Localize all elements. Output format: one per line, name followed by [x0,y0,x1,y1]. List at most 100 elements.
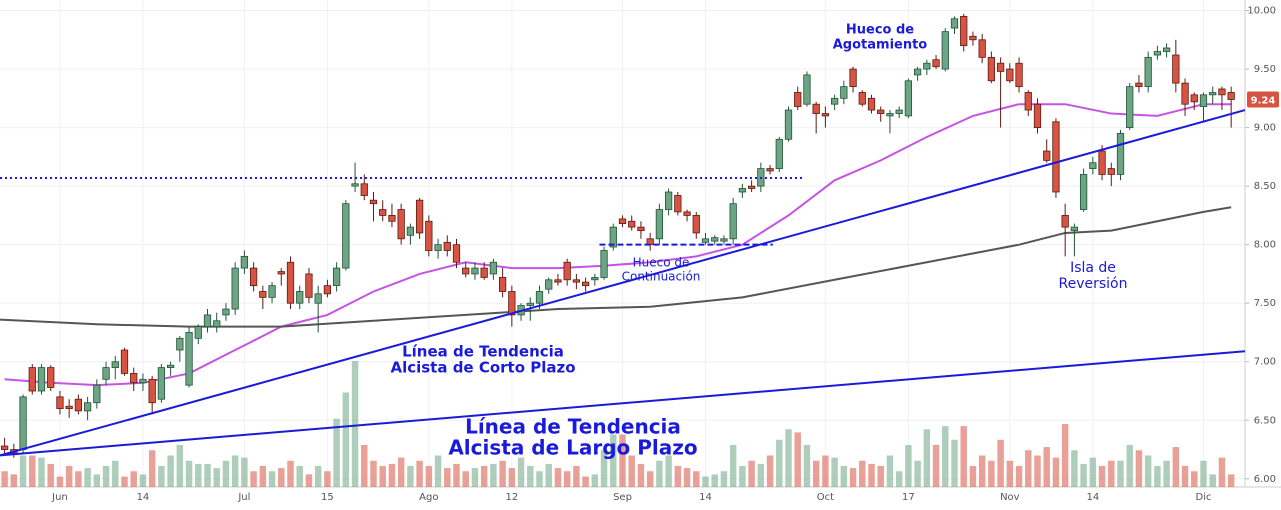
candle-body [895,109,903,114]
volume-bar [19,455,27,487]
candle-body [397,209,405,240]
candle-body [637,226,645,232]
candle-body [249,267,258,287]
volume-bar [702,476,709,487]
candle-body [821,113,830,117]
volume-bar [831,457,838,487]
x-tick-label: Oct [817,492,834,503]
volume-bar [1043,447,1050,487]
volume-bar [158,466,165,487]
candle-body [1190,94,1198,103]
candle-body [674,195,682,213]
candle-body [296,291,304,304]
volume-bar [112,460,119,487]
candle-body [812,103,820,114]
volume-bar [665,455,672,487]
volume-bar [139,474,147,487]
volume-bar [545,463,552,487]
candle-body [1079,174,1088,210]
candle-body [1107,168,1115,175]
candle-body [794,92,802,107]
volume-bar [582,476,589,487]
candle-body [323,285,332,295]
annotation: Hueco de [846,23,914,38]
candle-body [471,267,479,275]
candle-body [277,271,285,275]
volume-bar [573,466,580,487]
candle-body [1172,54,1180,84]
volume-bar [803,445,811,487]
candle-body [1218,88,1226,96]
volume-bar [305,474,313,487]
volume-bar [619,434,626,487]
volume-bar [877,466,884,487]
volume-bar [287,460,294,487]
x-tick-label: 14 [137,492,150,503]
y-tick-label: 9.50 [1254,64,1276,75]
candle-body [379,209,387,216]
volume-bar [1227,474,1235,487]
candle-body [1033,103,1042,129]
candle-body [683,211,691,216]
candle-body [960,15,968,47]
candle-body [628,220,636,228]
volume-bar [416,460,423,487]
y-tick-label: 6.00 [1254,474,1276,485]
candle-body [535,291,544,304]
candle-body [1199,94,1208,107]
candle-body [148,378,156,404]
volume-bar [444,468,451,487]
volume-bar [38,457,45,487]
volume-bar [563,471,571,487]
volume-bar [1209,474,1216,487]
volume-bar [517,457,525,487]
candle-body [1181,82,1189,105]
volume-bar [56,476,64,487]
candle-body [618,218,627,224]
candle-body [886,113,894,117]
candle-body [1126,86,1134,129]
candle-body [572,279,581,283]
candle-body [102,367,110,380]
candle-body [720,238,728,242]
candle-body [443,241,451,251]
volume-bar [693,471,700,487]
volume-bar [610,434,617,487]
candle-body [581,281,590,287]
volume-bar [1135,450,1143,487]
volume-bar [868,463,875,487]
volume-bar [434,455,442,487]
candle-body [28,367,36,392]
candle-body [369,199,378,205]
volume-bar [268,471,276,487]
annotation: Isla de [1070,260,1116,276]
volume-bar [554,468,562,487]
y-tick-label: 10.00 [1247,6,1276,17]
annotation: Hueco de [633,256,690,270]
volume-bar [361,445,368,487]
candle-body [969,35,977,41]
moving-average [0,206,1232,328]
y-tick-label: 8.50 [1254,181,1276,192]
x-tick-label: Jun [51,492,68,503]
candle-body [1162,47,1171,52]
candle-body [47,367,55,388]
candle-body [1153,51,1162,56]
volume-bar [849,468,857,487]
volume-bar [794,432,801,487]
candle-body [203,314,212,328]
volume-bar [84,468,91,487]
candle-body [738,188,747,193]
candle-body [747,185,756,189]
candle-body [867,97,876,111]
candle-body [923,62,931,70]
x-tick-label: Nov [1000,492,1020,503]
candle-body [729,203,737,240]
volume-bar [822,455,829,487]
volume-bar [1052,457,1060,487]
candle-body [941,31,949,70]
volume-bar [148,450,156,487]
volume-bar [886,455,894,487]
candle-body [222,308,230,316]
